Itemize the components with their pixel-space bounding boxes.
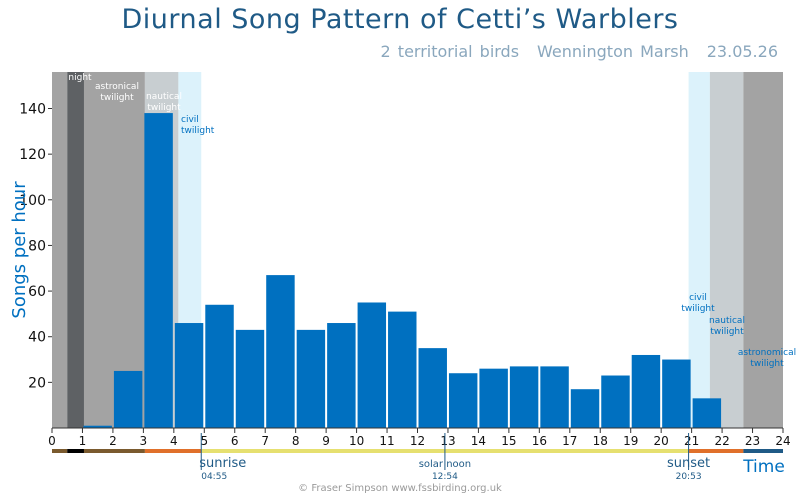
x-tick-label-7: 7 — [261, 434, 269, 448]
x-tick-label-0: 0 — [48, 434, 56, 448]
x-tick-label-5: 5 — [200, 434, 208, 448]
band-label-5: civil twilight — [681, 293, 715, 314]
x-tick-label-4: 4 — [170, 434, 178, 448]
bar-16 — [570, 389, 600, 428]
twilight-band-5 — [688, 72, 710, 428]
x-tick-label-11: 11 — [379, 434, 394, 448]
x-tick-label-23: 23 — [745, 434, 760, 448]
time-strip-6 — [743, 449, 783, 453]
y-tick-label-1: 40 — [28, 330, 46, 346]
y-tick-label-3: 80 — [28, 238, 46, 254]
marker-time-0: 04:55 — [201, 472, 227, 482]
y-tick-label-5: 120 — [19, 147, 46, 163]
bar-8 — [327, 323, 356, 428]
x-tick-label-15: 15 — [501, 434, 516, 448]
credit-text: © Fraser Simpson www.fssbirding.org.uk — [298, 483, 502, 494]
x-tick-label-3: 3 — [140, 434, 148, 448]
time-strip-0 — [52, 449, 68, 453]
x-tick-label-14: 14 — [471, 434, 486, 448]
twilight-band-6 — [709, 72, 744, 428]
subtitle-date: 23.05.26 — [706, 42, 778, 61]
twilight-band-1 — [67, 72, 84, 428]
band-label-4: civil twilight — [181, 115, 215, 136]
bar-4 — [205, 304, 234, 428]
x-tick-label-24: 24 — [775, 434, 790, 448]
bar-14 — [509, 366, 539, 428]
bar-15 — [540, 366, 569, 428]
marker-label-2: sunset — [667, 456, 710, 471]
x-tick-label-9: 9 — [322, 434, 330, 448]
band-label-2: astronical twilight — [95, 82, 139, 103]
x-tick-label-6: 6 — [231, 434, 239, 448]
subtitle-birds: 2 territorial birds — [380, 42, 520, 61]
bar-18 — [631, 354, 661, 428]
band-label-6: nautical twilight — [709, 316, 745, 337]
bar-19 — [662, 359, 691, 428]
y-tick-label-4: 100 — [19, 193, 46, 209]
x-tick-label-19: 19 — [623, 434, 638, 448]
x-tick-label-1: 1 — [79, 434, 87, 448]
bar-17 — [601, 375, 630, 428]
time-strip-2 — [83, 449, 145, 453]
subtitle-site: Wennington Marsh — [537, 42, 689, 61]
y-tick-label-2: 60 — [28, 284, 46, 300]
x-tick-label-18: 18 — [593, 434, 608, 448]
bar-7 — [296, 329, 326, 428]
chart-subtitle: 2 territorial birds Wennington Marsh 23.05… — [363, 42, 778, 61]
bar-10 — [388, 311, 417, 428]
x-tick-label-22: 22 — [714, 434, 729, 448]
bar-20 — [692, 398, 722, 428]
chart-title: Diurnal Song Pattern of Cetti’s Warblers — [121, 4, 679, 35]
x-tick-label-21: 21 — [684, 434, 699, 448]
marker-time-2: 20:53 — [676, 472, 702, 482]
x-tick-label-16: 16 — [532, 434, 547, 448]
x-tick-label-17: 17 — [562, 434, 577, 448]
bar-6 — [266, 275, 295, 428]
x-tick-label-8: 8 — [292, 434, 300, 448]
marker-label-1: solar noon — [419, 459, 471, 470]
bar-3 — [174, 323, 204, 428]
twilight-band-2 — [83, 72, 145, 428]
twilight-band-0 — [52, 72, 68, 428]
x-tick-label-2: 2 — [109, 434, 117, 448]
bar-13 — [479, 368, 508, 428]
twilight-band-7 — [743, 72, 783, 428]
band-label-7: astronomical twilight — [738, 348, 796, 369]
y-axis-label: Songs per hour — [9, 181, 30, 319]
band-label-3: nautical twilight — [146, 92, 182, 113]
bar-11 — [418, 348, 447, 428]
bar-9 — [357, 302, 387, 428]
marker-label-0: sunrise — [199, 456, 246, 471]
y-tick-label-0: 20 — [28, 375, 46, 391]
bar-12 — [448, 373, 478, 428]
x-tick-label-10: 10 — [349, 434, 364, 448]
band-label-1: night — [68, 73, 92, 83]
x-axis-label: Time — [742, 457, 785, 477]
bar-1 — [113, 370, 143, 428]
y-tick-label-6: 140 — [19, 102, 46, 118]
x-tick-label-12: 12 — [410, 434, 425, 448]
time-strip-3 — [144, 449, 202, 453]
bar-5 — [235, 329, 265, 428]
bar-0 — [83, 425, 112, 428]
marker-time-1: 12:54 — [432, 472, 458, 482]
x-tick-label-13: 13 — [440, 434, 455, 448]
bar-2 — [144, 113, 173, 429]
time-strip-5 — [688, 449, 744, 453]
x-tick-label-20: 20 — [654, 434, 669, 448]
time-strip-1 — [67, 449, 84, 453]
